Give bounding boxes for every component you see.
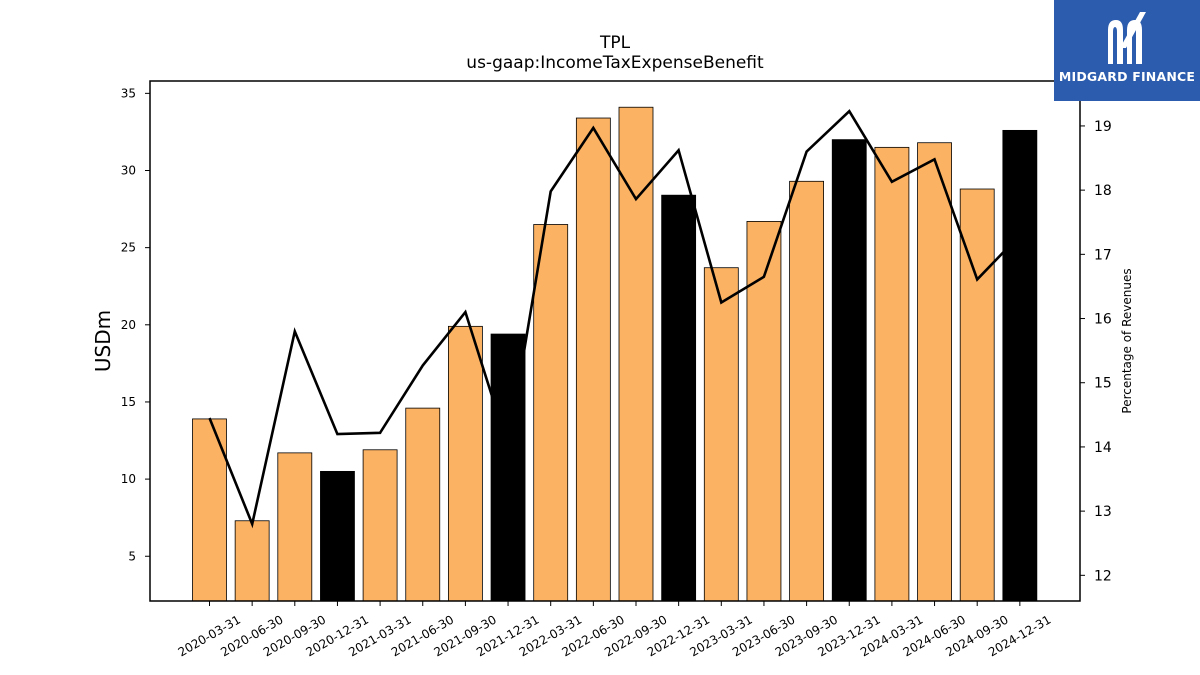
- y-tick-label: 10: [121, 472, 136, 486]
- y-tick-label: 20: [121, 318, 136, 332]
- bar-2024-09-30: [959, 188, 995, 602]
- y-tick-label: 30: [121, 163, 136, 177]
- bar-2023-06-30: [746, 221, 782, 602]
- bar-2023-03-31: [703, 267, 739, 602]
- bar-2022-12-31: [661, 194, 697, 602]
- brand-logo: MIDGARD FINANCE: [1054, 0, 1200, 101]
- y2-tick-label: 14: [1094, 440, 1112, 456]
- y-axis: 5 10 15 20 25 30 35: [121, 86, 150, 563]
- bar-2023-09-30: [789, 180, 824, 602]
- bar-2022-09-30: [618, 106, 654, 602]
- line-group: [208, 109, 1021, 529]
- bar-2020-12-31: [320, 470, 355, 602]
- y-tick-label: 5: [128, 549, 136, 563]
- plot-frame: [149, 80, 1081, 602]
- y2-tick-label: 12: [1094, 568, 1112, 584]
- y-tick-label: 15: [121, 395, 136, 409]
- y-tick-label: 25: [121, 241, 136, 255]
- y2-tick-label: 18: [1094, 183, 1112, 199]
- bar-2024-12-31: [1002, 129, 1038, 602]
- bar-2022-06-30: [575, 117, 611, 602]
- y2-tick-label: 19: [1094, 119, 1112, 135]
- percentage-line: [208, 109, 1021, 529]
- chart-subtitle: us-gaap:IncomeTaxExpenseBenefit: [466, 53, 764, 73]
- y2-tick-label: 13: [1094, 504, 1112, 520]
- bar-2021-03-31: [362, 449, 398, 602]
- logo-text: MIDGARD FINANCE: [1058, 69, 1196, 84]
- y-tick-label: 35: [121, 86, 136, 100]
- chart-title: TPL: [599, 33, 631, 53]
- bar-2024-06-30: [917, 142, 952, 602]
- y2-axis-label: Percentage of Revenues: [1120, 268, 1134, 413]
- y2-tick-label: 15: [1094, 376, 1112, 392]
- bar-2020-09-30: [277, 452, 313, 602]
- y2-tick-label: 17: [1094, 247, 1112, 263]
- x-axis: 2020-03-312020-06-302020-09-302020-12-31…: [176, 601, 1053, 659]
- bar-2023-12-31: [831, 139, 867, 602]
- bar-2024-03-31: [874, 146, 910, 602]
- y-axis-label: USDm: [91, 310, 115, 372]
- y2-tick-label: 16: [1094, 312, 1112, 328]
- bar-2022-03-31: [533, 224, 569, 602]
- bar-2021-09-30: [447, 325, 483, 602]
- bar-2021-06-30: [405, 407, 441, 602]
- logo-mark-icon: [1108, 12, 1146, 64]
- y2-axis: 12 13 14 15 16 17 18 19: [1080, 119, 1112, 584]
- bar-2020-06-30: [234, 520, 270, 602]
- bars-group: [192, 106, 1038, 602]
